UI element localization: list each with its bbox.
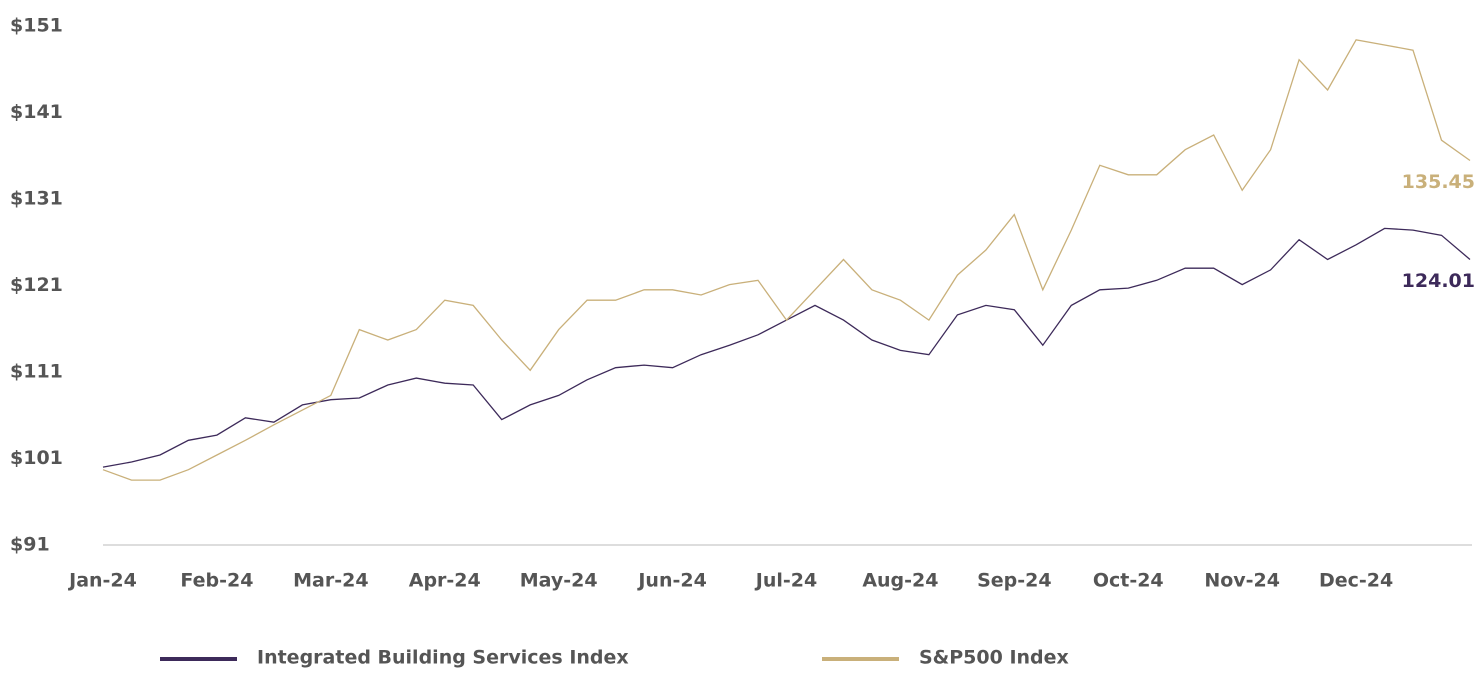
- x-tick-label: Aug-24: [862, 570, 938, 592]
- x-tick-label: Mar-24: [293, 570, 368, 592]
- x-tick-label: Dec-24: [1319, 570, 1393, 592]
- x-tick-label: May-24: [520, 570, 598, 592]
- y-tick-label: $91: [10, 534, 50, 556]
- y-tick-label: $141: [10, 101, 63, 123]
- y-tick-label: $121: [10, 274, 63, 296]
- y-tick-label: $131: [10, 188, 63, 210]
- x-tick-label: Jun-24: [636, 570, 706, 592]
- y-tick-label: $101: [10, 447, 63, 469]
- x-tick-label: Apr-24: [409, 570, 481, 592]
- legend-label: Integrated Building Services Index: [257, 647, 629, 669]
- x-tick-label: Jan-24: [67, 570, 137, 592]
- end-value-label: 124.01: [1402, 270, 1475, 292]
- y-tick-label: $111: [10, 361, 63, 383]
- end-value-label: 135.45: [1402, 171, 1475, 193]
- x-tick-label: Sep-24: [977, 570, 1052, 592]
- x-tick-label: Jul-24: [754, 570, 817, 592]
- x-tick-label: Feb-24: [180, 570, 253, 592]
- x-tick-label: Oct-24: [1093, 570, 1164, 592]
- series-line: [102, 39, 1471, 481]
- series-line: [102, 227, 1471, 468]
- y-tick-label: $151: [10, 15, 63, 37]
- x-tick-label: Nov-24: [1204, 570, 1280, 592]
- legend-label: S&P500 Index: [919, 647, 1069, 669]
